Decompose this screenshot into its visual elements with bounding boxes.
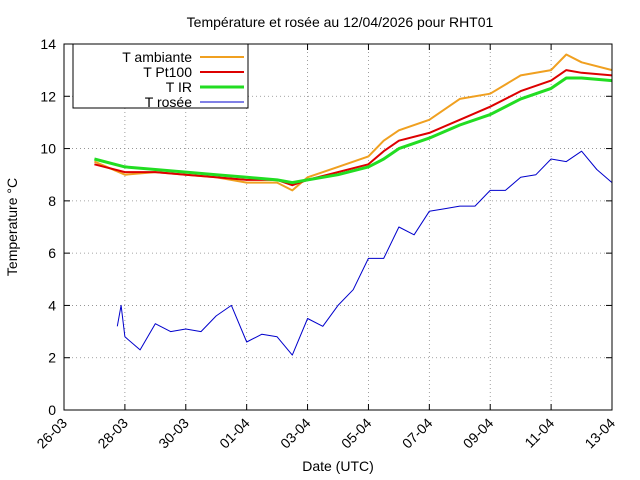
legend-label-2: T Pt100 [143, 64, 192, 80]
x-tick-label: 01-04 [216, 415, 253, 452]
y-tick-label: 10 [40, 141, 56, 157]
series-line-4 [116, 150, 613, 356]
y-tick-label: 4 [48, 297, 56, 313]
x-tick-label: 28-03 [94, 415, 131, 452]
x-axis-label: Date (UTC) [302, 458, 374, 474]
x-tick-label: 30-03 [155, 415, 192, 452]
series-line-3 [94, 76, 613, 185]
x-tick-label: 09-04 [460, 415, 497, 452]
y-tick-label: 8 [48, 193, 56, 209]
legend-box [72, 43, 249, 109]
series-line-2 [94, 69, 613, 187]
x-tick-label: 26-03 [33, 415, 70, 452]
y-tick-label: 6 [48, 245, 56, 261]
y-axis: 0 2 4 6 8 10 12 14 [40, 36, 612, 418]
x-tick-label: 11-04 [521, 415, 557, 451]
series-lines [94, 53, 613, 356]
x-tick-label: 03-04 [277, 415, 314, 452]
legend-label-4: T rosée [145, 94, 192, 110]
y-tick-label: 14 [40, 36, 56, 52]
legend-label-3: T IR [166, 79, 192, 95]
y-axis-label: Temperature °C [4, 178, 20, 276]
legend-label-1: T ambiante [122, 49, 192, 65]
x-tick-label: 13-04 [581, 415, 618, 452]
x-tick-label: 07-04 [399, 415, 436, 452]
y-tick-label: 0 [48, 402, 56, 418]
chart-title: Température et rosée au 12/04/2026 pour … [187, 14, 494, 30]
y-tick-label: 12 [40, 88, 56, 104]
plot-frame [63, 43, 613, 411]
y-tick-label: 2 [48, 350, 56, 366]
x-tick-label: 05-04 [338, 415, 375, 452]
